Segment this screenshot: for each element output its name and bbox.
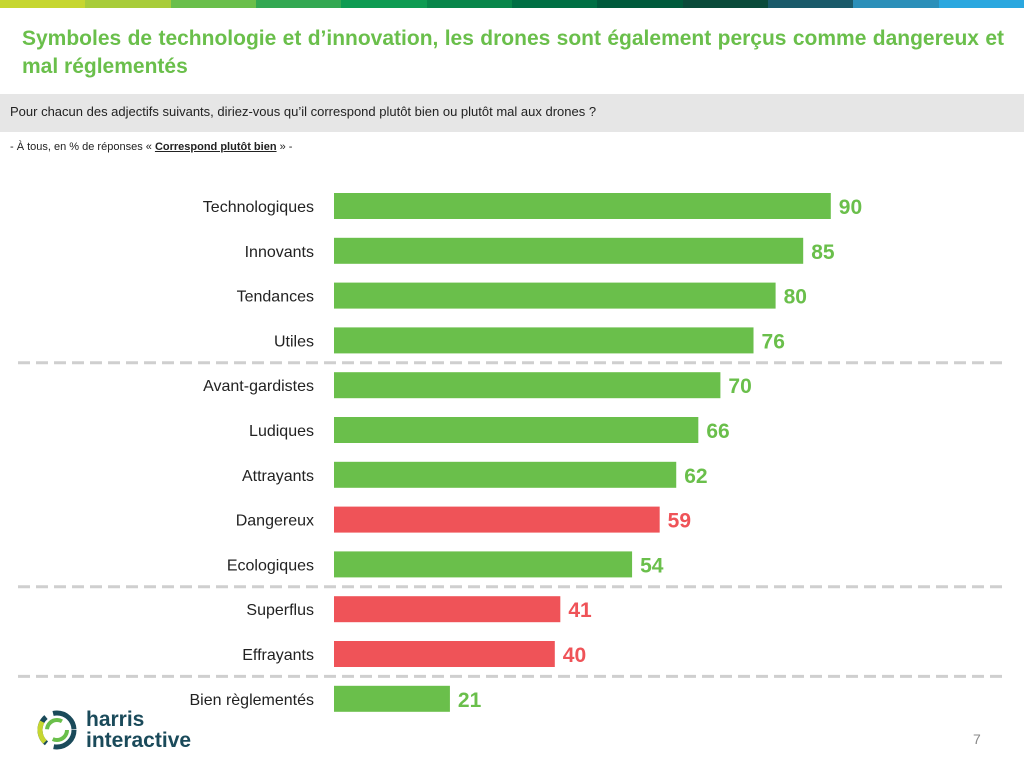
bar — [334, 282, 776, 309]
data-label: 76 — [762, 330, 785, 353]
base-emphasis: Correspond plutôt bien — [154, 141, 277, 153]
bar — [334, 596, 561, 623]
top-bar-segment — [511, 0, 598, 8]
bar-chart: Technologiques 90 Innovants 85 Tendances 80 Ut… — [18, 193, 1004, 712]
base-note: - À tous, en % de réponses « Correspond … — [10, 141, 292, 153]
top-bar-segment — [85, 0, 171, 8]
bar — [334, 372, 721, 399]
category-label: Bien règlementés — [189, 692, 314, 709]
bar — [334, 685, 450, 712]
bar — [334, 551, 633, 578]
category-label: Ludiques — [249, 423, 314, 440]
question-band — [0, 94, 1024, 132]
data-label: 70 — [728, 375, 751, 398]
data-label: 66 — [706, 420, 729, 443]
bar — [334, 506, 660, 533]
top-bar-segment — [0, 0, 86, 8]
category-label: Ecologiques — [227, 557, 314, 574]
category-label: Technologiques — [203, 199, 314, 216]
logo-wordmark: harris interactive — [86, 709, 191, 751]
top-bar-segment — [767, 0, 854, 8]
bar — [334, 461, 677, 488]
category-label: Superflus — [246, 602, 314, 619]
top-bar-segment — [426, 0, 512, 8]
question-text: Pour chacun des adjectifs suivants, diri… — [10, 104, 597, 119]
data-label: 85 — [811, 241, 835, 264]
data-label: 80 — [784, 286, 807, 309]
page-title: Symboles de technologie et d’innovation,… — [22, 27, 1004, 78]
category-label: Avant-gardistes — [203, 378, 314, 395]
harris-logo-icon — [37, 710, 77, 750]
bar — [334, 417, 699, 443]
top-bar-segment — [682, 0, 768, 8]
data-label: 41 — [568, 599, 592, 622]
data-label: 21 — [458, 689, 482, 712]
category-label: Tendances — [237, 289, 314, 306]
data-label: 62 — [684, 465, 707, 488]
base-prefix: - À tous, en % de réponses « — [10, 141, 152, 153]
top-color-bar — [0, 0, 1024, 8]
data-label: 54 — [640, 554, 664, 577]
base-suffix: » - — [279, 141, 293, 153]
category-label: Effrayants — [242, 647, 314, 664]
top-bar-segment — [170, 0, 256, 8]
bar — [334, 193, 831, 219]
page-number: 7 — [973, 731, 981, 747]
logo-line2: interactive — [86, 729, 192, 752]
logo-line1: harris — [86, 708, 145, 731]
data-label: 40 — [563, 644, 586, 667]
bar — [334, 237, 804, 264]
data-label: 59 — [668, 510, 691, 533]
top-bar-segment — [853, 0, 939, 8]
data-label: 90 — [839, 196, 862, 219]
category-label: Utiles — [274, 333, 314, 350]
bar — [334, 327, 754, 354]
category-label: Innovants — [245, 244, 314, 261]
category-label: Attrayants — [242, 468, 314, 485]
top-bar-segment — [255, 0, 342, 8]
top-bar-segment — [597, 0, 683, 8]
bar — [334, 641, 555, 667]
top-bar-segment — [341, 0, 427, 8]
category-label: Dangereux — [236, 513, 314, 530]
top-bar-segment — [938, 0, 1024, 8]
